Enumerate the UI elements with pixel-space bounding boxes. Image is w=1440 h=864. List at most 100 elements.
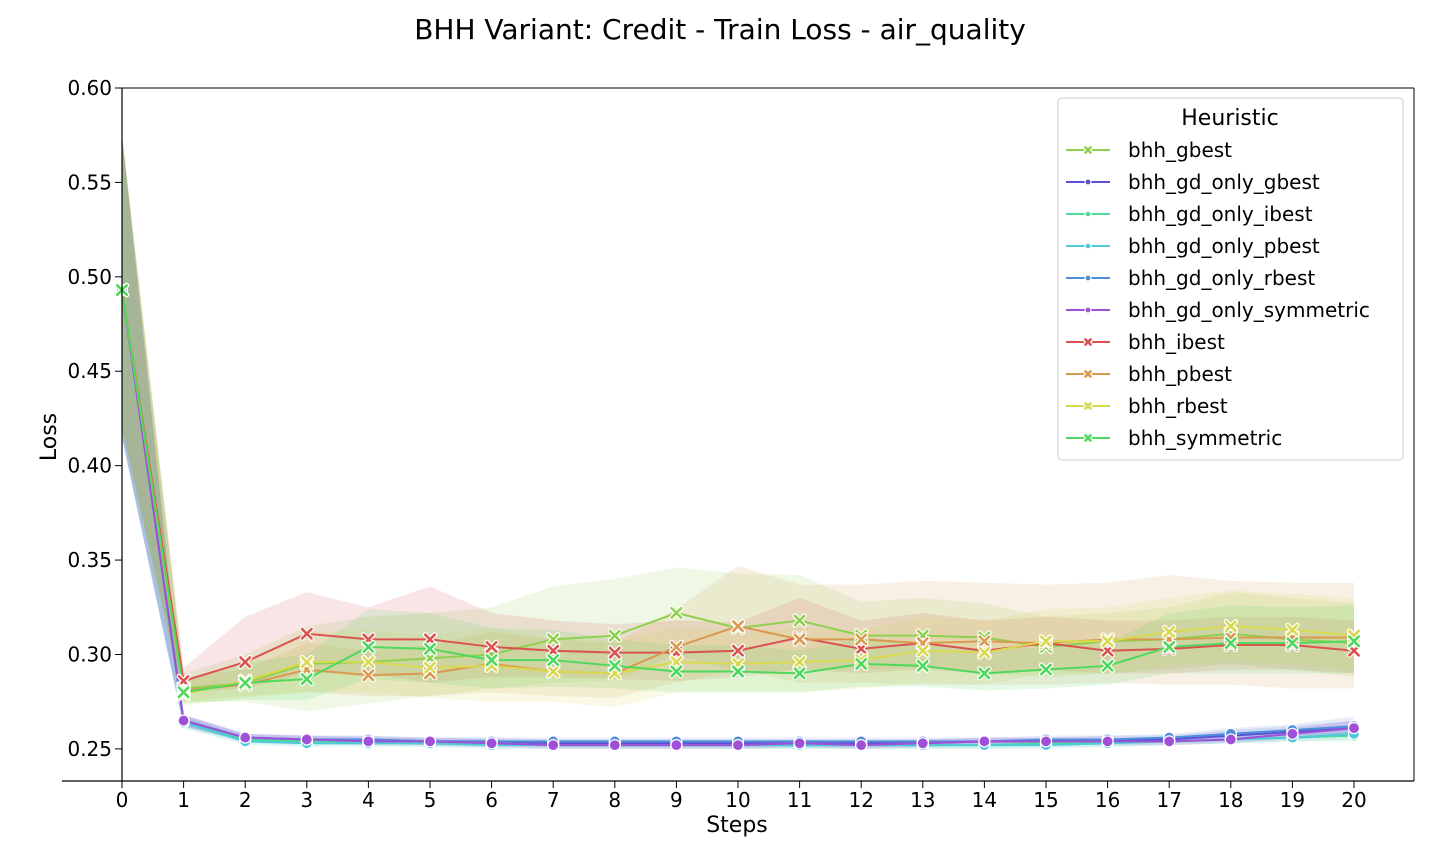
- data-point: [1101, 735, 1114, 748]
- data-point-x: [239, 656, 252, 669]
- data-point: [1084, 306, 1092, 314]
- data-point-x: [670, 606, 683, 619]
- data-point: [731, 739, 745, 752]
- data-point-x: [608, 629, 621, 642]
- data-point-x: [855, 633, 868, 646]
- x-tick-label: 5: [424, 788, 437, 812]
- data-point-x: [1224, 620, 1237, 633]
- data-point-x: [732, 620, 744, 633]
- x-tick-label: 1: [177, 788, 190, 812]
- data-point-x: [608, 659, 621, 672]
- data-point: [670, 739, 683, 752]
- confidence-band: [122, 135, 1354, 712]
- x-tick-label: 11: [787, 788, 812, 812]
- data-point-x: [1084, 402, 1092, 410]
- y-tick-label: 0.55: [67, 170, 112, 194]
- data-point-x: [978, 646, 991, 659]
- x-tick-label: 16: [1095, 788, 1120, 812]
- data-point: [1084, 242, 1092, 250]
- legend-label: bhh_gd_only_symmetric: [1128, 298, 1370, 322]
- data-point: [362, 735, 375, 748]
- data-point-x: [177, 686, 190, 699]
- data-point: [1286, 727, 1299, 740]
- data-point-x: [793, 667, 806, 680]
- x-tick-label: 0: [116, 788, 129, 812]
- data-point-x: [362, 640, 375, 653]
- data-point-x: [300, 656, 313, 669]
- x-tick-label: 18: [1218, 788, 1243, 812]
- data-point-x: [424, 661, 436, 674]
- data-point: [1163, 735, 1176, 748]
- legend-label: bhh_pbest: [1128, 362, 1232, 386]
- data-point-x: [732, 665, 744, 678]
- data-point: [423, 735, 437, 748]
- confidence-band: [122, 135, 1354, 708]
- x-tick-label: 19: [1280, 788, 1305, 812]
- data-point-x: [855, 657, 868, 670]
- data-point-x: [1101, 635, 1114, 648]
- y-tick-label: 0.30: [67, 642, 112, 666]
- data-point-x: [732, 644, 744, 657]
- legend-label: bhh_rbest: [1128, 394, 1228, 418]
- data-point-x: [978, 667, 991, 680]
- data-point: [1084, 274, 1092, 282]
- data-point-x: [485, 654, 498, 667]
- legend-label: bhh_gd_only_pbest: [1128, 234, 1320, 258]
- data-point-x: [300, 627, 313, 640]
- data-point: [1084, 178, 1092, 186]
- data-point-x: [485, 640, 498, 653]
- data-point: [1224, 733, 1237, 746]
- x-tick-label: 17: [1156, 788, 1181, 812]
- data-point-x: [1084, 434, 1092, 442]
- data-point: [300, 733, 313, 746]
- data-point-x: [1348, 635, 1360, 648]
- x-tick-label: 4: [362, 788, 375, 812]
- x-tick-label: 12: [848, 788, 873, 812]
- x-tick-label: 10: [725, 788, 750, 812]
- data-point-x: [1084, 146, 1092, 154]
- y-tick-label: 0.45: [67, 359, 112, 383]
- data-point-x: [1163, 640, 1176, 653]
- data-point-x: [239, 676, 252, 689]
- legend-label: bhh_ibest: [1128, 330, 1225, 354]
- legend-title: Heuristic: [1181, 106, 1278, 131]
- y-tick-label: 0.60: [67, 76, 112, 100]
- data-point-x: [547, 665, 560, 678]
- data-point-x: [793, 656, 806, 669]
- x-tick-label: 14: [972, 788, 997, 812]
- data-point-x: [547, 633, 560, 646]
- legend: Heuristic bhh_gbestbhh_gd_only_gbestbhh_…: [1057, 97, 1404, 461]
- x-tick-label: 3: [300, 788, 313, 812]
- data-point-x: [608, 646, 621, 659]
- data-point: [547, 739, 560, 752]
- data-point: [608, 739, 621, 752]
- data-point-x: [978, 635, 991, 648]
- data-point-x: [1224, 637, 1237, 650]
- x-tick-label: 6: [485, 788, 498, 812]
- data-point-x: [1163, 625, 1176, 638]
- axes: [62, 87, 1415, 782]
- data-point-x: [424, 642, 436, 655]
- x-axis-label: Steps: [706, 813, 768, 838]
- legend-items: bhh_gbest bhh_gd_only_gbest bhh_gd_only_ib…: [1066, 138, 1370, 450]
- data-point: [1084, 210, 1092, 218]
- legend-label: bhh_gd_only_gbest: [1128, 170, 1320, 194]
- data-point-x: [1040, 635, 1052, 648]
- data-point: [793, 737, 806, 750]
- data-point: [1347, 722, 1361, 735]
- y-ticks: 0.25 0.30 0.35 0.40 0.45 0.50 0.55 0.60: [67, 76, 122, 761]
- data-point: [916, 737, 929, 750]
- data-point-x: [362, 656, 375, 669]
- data-point: [978, 735, 991, 748]
- x-tick-label: 7: [547, 788, 560, 812]
- data-point-x: [793, 614, 806, 627]
- y-tick-label: 0.40: [67, 454, 112, 478]
- data-point-x: [793, 633, 806, 646]
- chart-title: BHH Variant: Credit - Train Loss - air_q…: [414, 13, 1026, 46]
- legend-label: bhh_symmetric: [1128, 426, 1282, 450]
- data-point-x: [916, 644, 929, 657]
- x-tick-label: 20: [1341, 788, 1366, 812]
- data-point-x: [1286, 623, 1299, 636]
- legend-label: bhh_gd_only_ibest: [1128, 202, 1313, 226]
- data-point: [1039, 735, 1053, 748]
